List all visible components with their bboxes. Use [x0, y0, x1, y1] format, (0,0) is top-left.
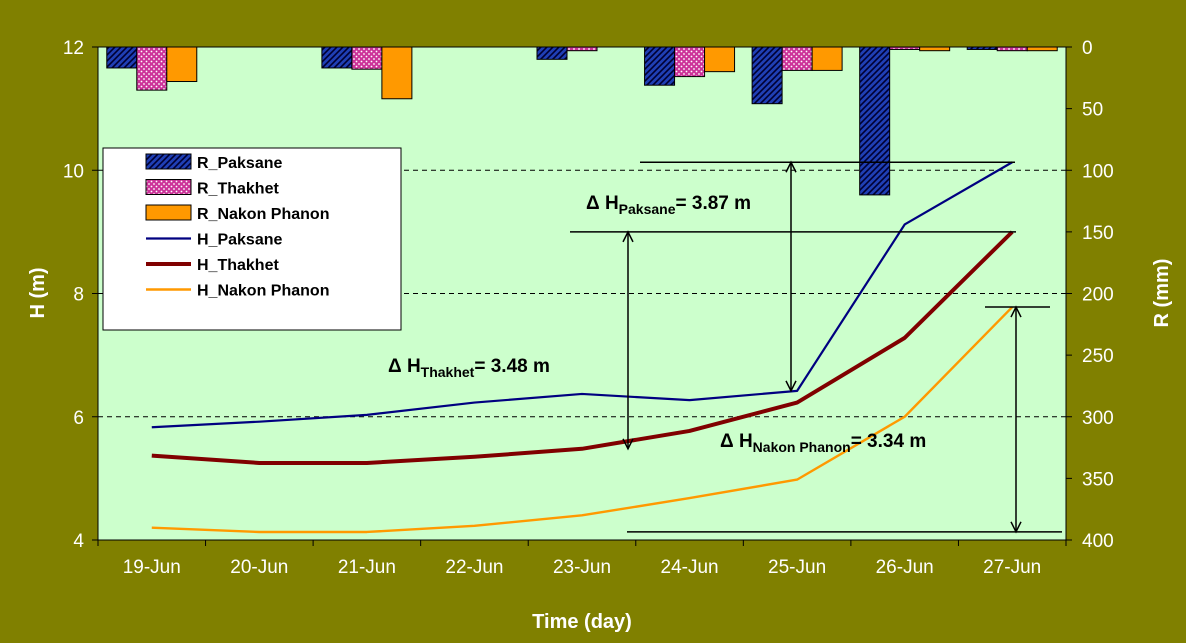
x-tick-label: 24-Jun	[661, 557, 719, 578]
arrow-head	[785, 380, 797, 393]
y2-tick-label: 200	[1082, 285, 1114, 306]
legend-label: R_Thakhet	[197, 181, 279, 198]
x-tick-label: 20-Jun	[230, 557, 288, 578]
arrow-head	[785, 160, 797, 173]
legend-label: H_Paksane	[197, 232, 282, 249]
y2-axis-title: R (mm)	[1151, 259, 1173, 328]
rain-bars	[106, 46, 1058, 196]
legend-swatch	[145, 153, 192, 170]
x-tick-label: 25-Jun	[768, 557, 826, 578]
arrow-head	[622, 230, 634, 243]
bar-r-thakhet	[136, 46, 168, 91]
bar-r-paksane	[536, 46, 568, 60]
y2-tick-label: 150	[1082, 223, 1114, 244]
bar-r-nakon-phanon	[704, 46, 736, 73]
bar-r-paksane	[859, 46, 891, 196]
legend-label: R_Nakon Phanon	[197, 206, 329, 223]
bar-r-nakon-phanon	[1026, 46, 1058, 52]
bar-r-thakhet	[674, 46, 706, 78]
legend-swatch	[145, 204, 192, 221]
annotation-label: Δ HThakhet= 3.48 m	[388, 356, 550, 380]
bar-r-thakhet	[996, 46, 1028, 52]
line-h-nakon-phanon	[151, 306, 1014, 534]
y-tick-label: 12	[63, 38, 84, 59]
y2-tick-label: 400	[1082, 531, 1114, 552]
bar-r-nakon-phanon	[811, 46, 843, 71]
bar-r-thakhet	[351, 46, 383, 70]
annotations: Δ HPaksane= 3.87 m Δ HThakhet= 3.48 m Δ HN…	[388, 160, 1062, 534]
bar-r-paksane	[644, 46, 676, 86]
arrow-head	[1010, 521, 1022, 534]
y-tick-label: 10	[63, 161, 84, 182]
x-axis-title: Time (day)	[532, 611, 632, 633]
y2-tick-label: 50	[1082, 100, 1103, 121]
arrow-head	[1010, 305, 1022, 318]
bar-r-nakon-phanon	[381, 46, 413, 100]
legend-swatch	[145, 179, 192, 195]
y2-tick-label: 300	[1082, 408, 1114, 429]
axes: 4 6 8 10 12 0 50 100 150 200 250 300 350 400 19-Jun 20-…	[63, 38, 1114, 578]
bar-r-paksane	[106, 46, 138, 69]
y2-tick-label: 100	[1082, 161, 1114, 182]
x-tick-label: 26-Jun	[876, 557, 934, 578]
bar-r-nakon-phanon	[919, 46, 951, 52]
y-tick-label: 8	[73, 285, 84, 306]
legend-label: R_Paksane	[197, 155, 282, 172]
y2-tick-label: 250	[1082, 346, 1114, 367]
legend-label: H_Thakhet	[197, 257, 279, 274]
line-h-thakhet	[151, 230, 1014, 465]
annotation-label: Δ HPaksane= 3.87 m	[586, 193, 751, 217]
legend-label: H_Nakon Phanon	[197, 283, 329, 300]
bar-r-paksane	[751, 46, 783, 105]
x-tick-label: 23-Jun	[553, 557, 611, 578]
y-tick-label: 4	[73, 531, 84, 552]
bar-r-nakon-phanon	[166, 46, 198, 83]
y-axis-title: H (m)	[27, 267, 49, 318]
x-tick-label: 22-Jun	[445, 557, 503, 578]
bar-r-paksane	[321, 46, 353, 69]
annotation-label: Δ HNakon Phanon= 3.34 m	[720, 431, 926, 455]
bar-r-thakhet	[889, 46, 921, 50]
y-tick-label: 6	[73, 408, 84, 429]
y2-tick-label: 0	[1082, 38, 1093, 59]
arrow-head	[622, 438, 634, 451]
line-h-paksane	[151, 161, 1013, 429]
bar-r-thakhet	[781, 46, 813, 71]
x-tick-label: 21-Jun	[338, 557, 396, 578]
bar-r-thakhet	[566, 46, 598, 52]
y2-tick-label: 350	[1082, 469, 1114, 490]
x-tick-label: 19-Jun	[123, 557, 181, 578]
legend: R_Paksane R_Thakhet R_Nakon Phanon H_Paksan…	[102, 147, 402, 331]
bar-r-paksane	[966, 46, 998, 50]
x-tick-label: 27-Jun	[983, 557, 1041, 578]
water-level-lines	[151, 161, 1014, 534]
